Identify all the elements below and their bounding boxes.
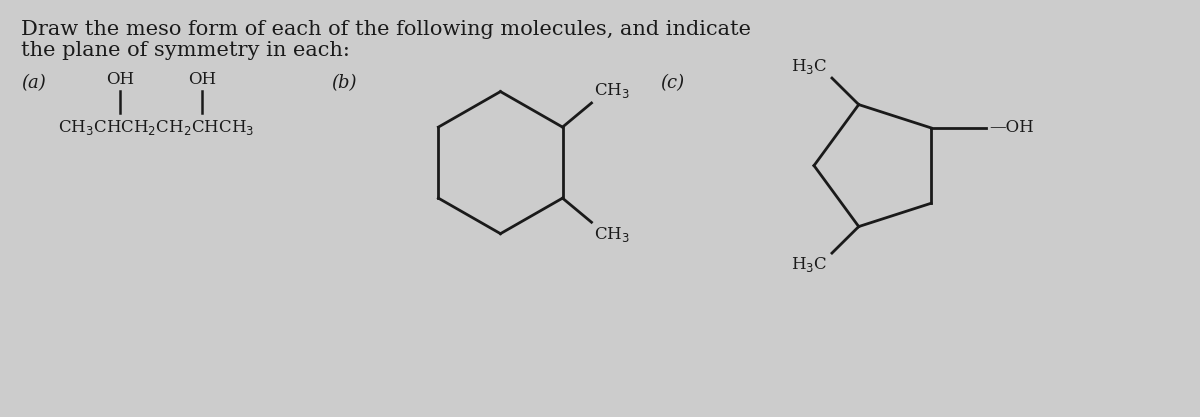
Text: (a): (a)	[20, 74, 46, 92]
Text: CH$_3$: CH$_3$	[594, 81, 630, 100]
Text: (b): (b)	[331, 74, 356, 92]
Text: H$_3$C: H$_3$C	[791, 57, 827, 76]
Text: the plane of symmetry in each:: the plane of symmetry in each:	[20, 41, 349, 60]
Text: CH$_3$CHCH$_2$CH$_2$CHCH$_3$: CH$_3$CHCH$_2$CH$_2$CHCH$_3$	[58, 118, 253, 137]
Text: (c): (c)	[660, 74, 684, 92]
Text: CH$_3$: CH$_3$	[594, 225, 630, 244]
Text: OH: OH	[187, 71, 216, 88]
Text: —OH: —OH	[989, 119, 1033, 136]
Text: Draw the meso form of each of the following molecules, and indicate: Draw the meso form of each of the follow…	[20, 20, 751, 38]
Text: H$_3$C: H$_3$C	[791, 255, 827, 274]
Text: OH: OH	[106, 71, 134, 88]
